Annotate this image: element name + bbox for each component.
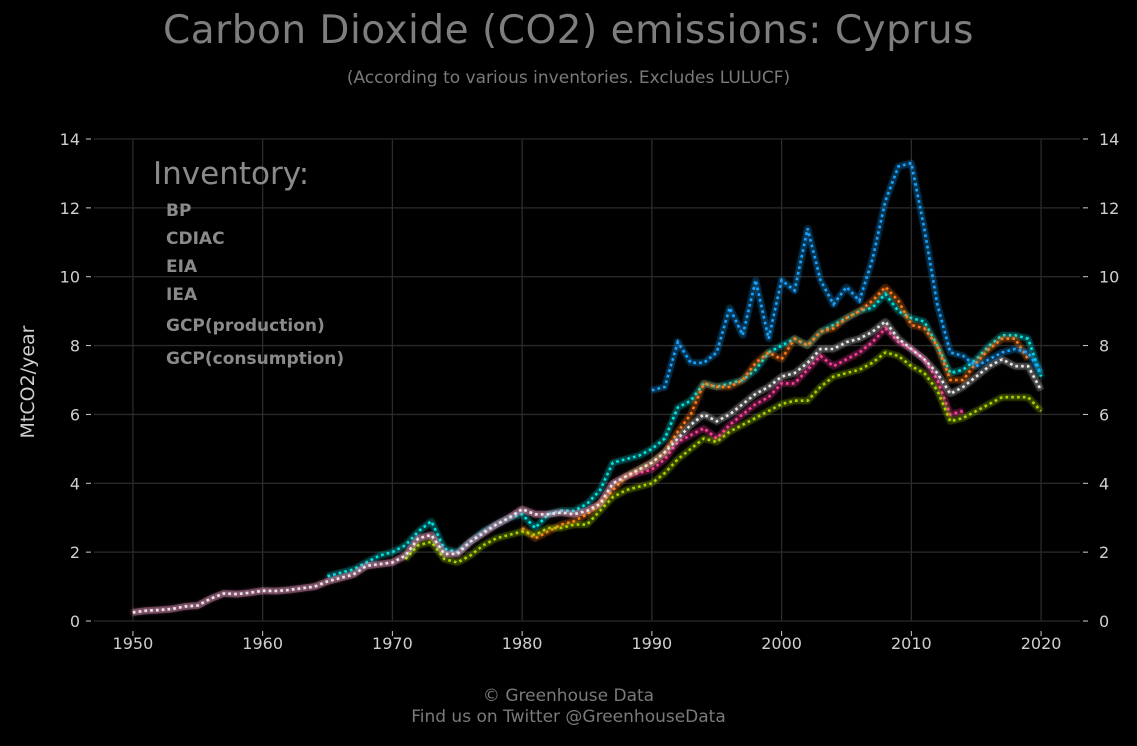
x-tick-label-2020: 2020 (1021, 634, 1062, 653)
copyright-text: © Greenhouse Data (482, 686, 655, 706)
y-tick-label-right-0: 0 (1099, 612, 1109, 631)
x-tick-label-2010: 2010 (891, 634, 932, 653)
series-lines (132, 159, 1045, 616)
series-glow (651, 159, 1045, 394)
legend-label-gcp-consumption-: GCP(consumption) (166, 349, 344, 369)
x-tick-label-1990: 1990 (632, 634, 673, 653)
y-tick-label-left-4: 4 (70, 474, 80, 493)
series-glow (132, 324, 965, 616)
axes: 1950 1960 1970 1980 1990 2000 2010 2020 0 0 2 2 4 4 6 6… (17, 130, 1119, 653)
grid-lines (94, 138, 1080, 622)
footer: © Greenhouse Data Find us on Twitter @Gr… (0, 686, 1137, 728)
y-tick-label-right-8: 8 (1099, 337, 1109, 356)
series-eia (519, 283, 1032, 542)
y-tick-label-left-6: 6 (70, 405, 80, 424)
y-tick-label-left-12: 12 (60, 199, 80, 218)
legend-title: Inventory: (153, 156, 309, 192)
legend-label-gcp-production-: GCP(production) (166, 316, 325, 336)
y-tick-label-right-10: 10 (1099, 268, 1119, 287)
series-gcp-production- (132, 318, 1045, 616)
y-tick-label-right-4: 4 (1099, 474, 1109, 493)
y-tick-label-left-10: 10 (60, 268, 80, 287)
chart-subtitle: (According to various inventories. Exclu… (346, 68, 791, 88)
x-tick-label-2000: 2000 (761, 634, 802, 653)
series-line (521, 285, 1030, 540)
y-tick-label-right-12: 12 (1099, 199, 1119, 218)
series-line (327, 291, 1043, 578)
y-tick-label-right-6: 6 (1099, 405, 1109, 424)
x-tick-label-1980: 1980 (502, 634, 543, 653)
legend: Inventory: BP CDIAC EIA IEA GCP(production) GC… (109, 156, 344, 369)
series-line (132, 326, 964, 614)
x-tick-label-1960: 1960 (242, 634, 283, 653)
legend-label-cdiac: CDIAC (166, 229, 225, 249)
series-line (404, 351, 1043, 564)
y-tick-label-right-2: 2 (1099, 543, 1109, 562)
legend-label-eia: EIA (166, 257, 198, 277)
legend-label-iea: IEA (166, 285, 198, 305)
series-cdiac (132, 324, 965, 616)
y-tick-label-left-0: 0 (70, 612, 80, 631)
chart-title: Carbon Dioxide (CO2) emissions: Cyprus (163, 8, 974, 53)
series-line (132, 319, 1043, 614)
y-tick-label-right-14: 14 (1099, 130, 1119, 149)
y-tick-label-left-8: 8 (70, 337, 80, 356)
x-tick-label-1950: 1950 (113, 634, 154, 653)
y-tick-label-left-14: 14 (60, 130, 80, 149)
series-bp (326, 290, 1045, 580)
twitter-credit: Find us on Twitter @GreenhouseData (411, 707, 726, 727)
legend-label-bp: BP (166, 201, 191, 221)
y-tick-label-left-2: 2 (70, 543, 80, 562)
y-axis-label: MtCO2/year (17, 325, 39, 438)
x-tick-label-1970: 1970 (372, 634, 413, 653)
series-gcp-consumption- (651, 159, 1045, 394)
series-iea (402, 349, 1044, 566)
